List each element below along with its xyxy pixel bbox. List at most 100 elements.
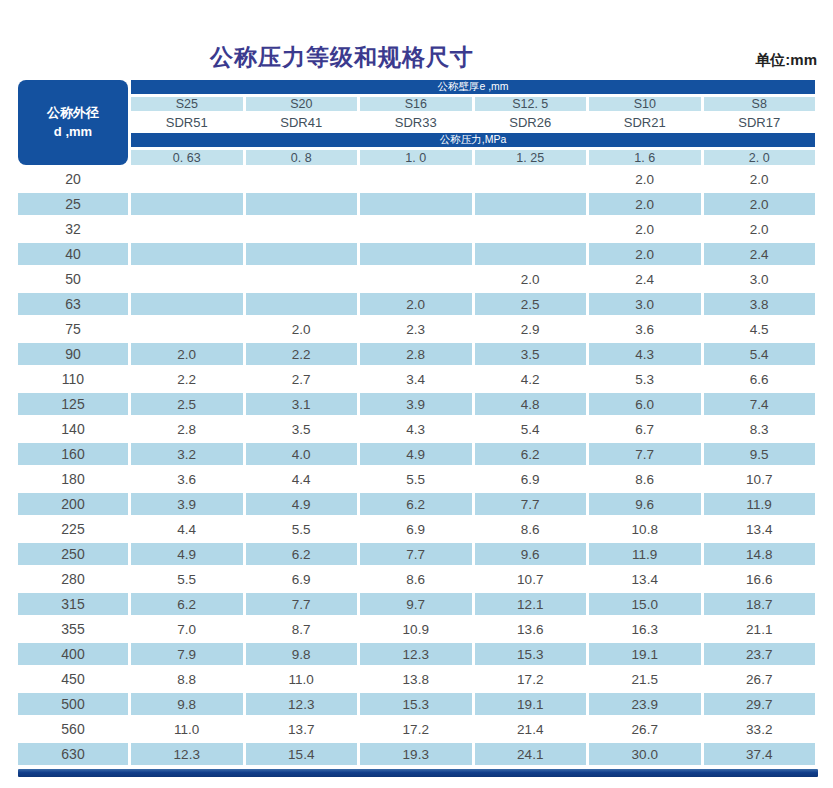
row-diameter: 63 [18,293,128,315]
wall-thickness-value: 10.8 [589,518,701,540]
row-diameter: 250 [18,543,128,565]
wall-thickness-value: 13.8 [360,668,472,690]
wall-thickness-value [131,268,243,290]
s-series-cell: S12. 5 [475,97,587,111]
wall-thickness-value: 5.5 [360,468,472,490]
wall-thickness-value: 12.3 [131,743,243,765]
table-row: 3557.08.710.913.616.321.1 [18,618,815,640]
wall-thickness-value: 7.7 [475,493,587,515]
row-diameter: 40 [18,243,128,265]
wall-thickness-value: 7.9 [131,643,243,665]
row-diameter: 140 [18,418,128,440]
wall-thickness-value: 3.4 [360,368,472,390]
pressure-value-cell: 0. 8 [246,150,358,165]
row-diameter: 125 [18,393,128,415]
wall-thickness-value: 12.1 [475,593,587,615]
wall-thickness-value: 13.6 [475,618,587,640]
table-row: 1402.83.54.35.46.78.3 [18,418,815,440]
wall-thickness-value [246,243,358,265]
table-row: 252.02.0 [18,193,815,215]
spec-table: 公称外径 d ,mm 公称壁厚e ,mm S25 S20 S16 S12. 5 … [15,77,818,768]
wall-thickness-value: 2.0 [704,218,816,240]
wall-thickness-value: 18.7 [704,593,816,615]
table-row: 202.02.0 [18,168,815,190]
row-diameter: 200 [18,493,128,515]
wall-thickness-value [131,218,243,240]
row-diameter: 160 [18,443,128,465]
wall-thickness-value: 13.7 [246,718,358,740]
wall-thickness-value: 30.0 [589,743,701,765]
s-series-row: S25 S20 S16 S12. 5 S10 S8 [18,97,815,111]
table-row: 1803.64.45.56.98.610.7 [18,468,815,490]
wall-thickness-header: 公称壁厚e ,mm [131,80,815,94]
wall-thickness-value: 3.2 [131,443,243,465]
wall-thickness-value [246,268,358,290]
row-diameter: 500 [18,693,128,715]
row-diameter: 180 [18,468,128,490]
wall-thickness-value: 21.1 [704,618,816,640]
wall-thickness-value: 2.4 [704,243,816,265]
wall-thickness-value: 3.5 [475,343,587,365]
table-row: 2504.96.27.79.611.914.8 [18,543,815,565]
sdr-series-cell: SDR17 [704,114,816,130]
wall-thickness-value: 2.9 [475,318,587,340]
page-title: 公称压力等级和规格尺寸 [210,42,474,73]
wall-thickness-value: 3.6 [131,468,243,490]
wall-thickness-value: 2.0 [589,218,701,240]
wall-thickness-value: 11.9 [704,493,816,515]
wall-thickness-value: 4.9 [131,543,243,565]
row-diameter: 25 [18,193,128,215]
s-series-cell: S16 [360,97,472,111]
row-diameter: 50 [18,268,128,290]
wall-thickness-value [246,168,358,190]
sdr-series-cell: SDR51 [131,114,243,130]
title-bar: 公称压力等级和规格尺寸 单位:mm [0,0,833,80]
wall-thickness-value: 5.5 [246,518,358,540]
table-row: 5009.812.315.319.123.929.7 [18,693,815,715]
corner-header: 公称外径 d ,mm [18,80,128,165]
row-diameter: 560 [18,718,128,740]
wall-thickness-value: 4.9 [246,493,358,515]
wall-thickness-value: 9.8 [131,693,243,715]
wall-thickness-value: 9.6 [475,543,587,565]
pressure-header: 公称压力,MPa [131,133,815,147]
table-row: 4007.99.812.315.319.123.7 [18,643,815,665]
wall-thickness-value: 4.9 [360,443,472,465]
table-row: 63012.315.419.324.130.037.4 [18,743,815,765]
wall-thickness-value: 4.0 [246,443,358,465]
wall-thickness-value: 6.9 [360,518,472,540]
wall-thickness-value: 7.4 [704,393,816,415]
s-series-cell: S10 [589,97,701,111]
row-diameter: 450 [18,668,128,690]
wall-thickness-value: 6.2 [360,493,472,515]
wall-thickness-value: 21.5 [589,668,701,690]
wall-thickness-value [475,243,587,265]
wall-thickness-value [131,243,243,265]
wall-thickness-value: 6.2 [131,593,243,615]
wall-thickness-value [360,218,472,240]
wall-thickness-value: 4.8 [475,393,587,415]
table-row: 2003.94.96.27.79.611.9 [18,493,815,515]
wall-thickness-value: 23.9 [589,693,701,715]
row-diameter: 315 [18,593,128,615]
table-row: 502.02.43.0 [18,268,815,290]
wall-thickness-value: 2.0 [131,343,243,365]
wall-thickness-value: 37.4 [704,743,816,765]
wall-thickness-value: 6.7 [589,418,701,440]
wall-thickness-value: 2.0 [475,268,587,290]
wall-thickness-value: 5.3 [589,368,701,390]
table-row: 632.02.53.03.8 [18,293,815,315]
row-diameter: 630 [18,743,128,765]
wall-thickness-value: 4.3 [360,418,472,440]
corner-header-line1: 公称外径 [18,104,128,123]
wall-thickness-value: 9.7 [360,593,472,615]
wall-thickness-value: 15.3 [360,693,472,715]
sdr-series-cell: SDR21 [589,114,701,130]
table-row: 2805.56.98.610.713.416.6 [18,568,815,590]
wall-thickness-value [246,218,358,240]
wall-thickness-value: 16.3 [589,618,701,640]
wall-thickness-value [246,193,358,215]
wall-thickness-value [360,193,472,215]
pressure-value-cell: 0. 63 [131,150,243,165]
wall-thickness-value: 2.7 [246,368,358,390]
